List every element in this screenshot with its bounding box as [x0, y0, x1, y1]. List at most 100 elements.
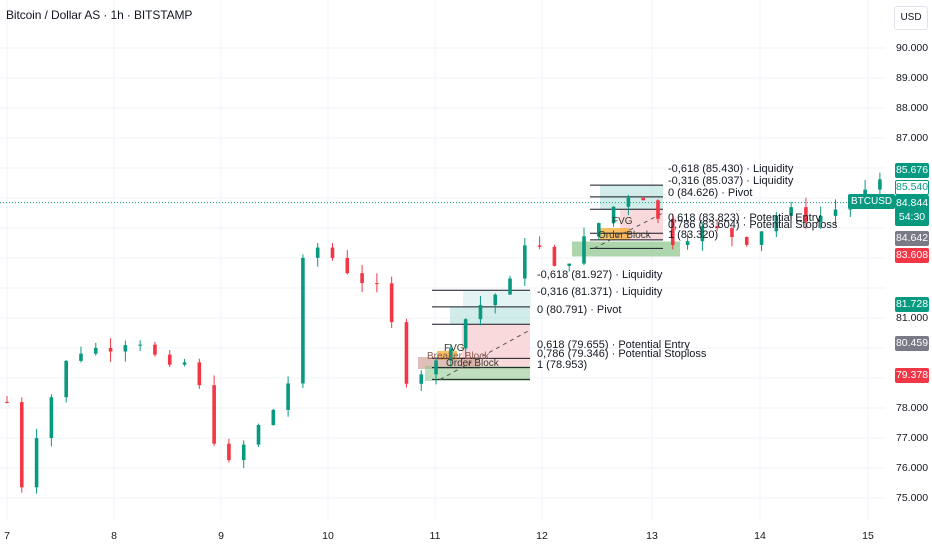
candle-body [552, 246, 557, 266]
candle-body [389, 283, 394, 323]
candle-body [49, 397, 54, 439]
candle-body [34, 438, 39, 488]
candle-body [315, 247, 320, 258]
order-block-zone-1 [425, 366, 530, 381]
y-tick: 88.000 [896, 102, 929, 114]
x-tick: 15 [862, 530, 874, 542]
candle-body [744, 237, 749, 245]
candle-body [419, 374, 424, 384]
fib-label-pivot-2: 0 (84.626) · Pivot [668, 187, 753, 199]
order-block-zone-2 [572, 241, 680, 257]
candle-body [715, 226, 719, 229]
fib-label-liquidity-3: -0,618 (85.430) · Liquidity [668, 163, 794, 175]
price-tag: 85.540 [895, 180, 929, 195]
y-tick: 81.000 [896, 312, 929, 324]
candle-body [79, 353, 83, 361]
candle-body [804, 207, 808, 222]
liquidity-zone-1 [450, 306, 530, 325]
fib-trend-1 [439, 329, 531, 380]
candle-body [818, 215, 823, 222]
candle-body [759, 231, 764, 245]
candle-body [685, 241, 690, 245]
candle-body [153, 344, 157, 355]
candle-body [271, 409, 276, 426]
fib-label-liquidity-2: -0,316 (81.371) · Liquidity [537, 286, 663, 298]
candle-body [597, 223, 601, 237]
price-tag: 79.378 [895, 368, 929, 383]
y-tick: 76.000 [896, 462, 929, 474]
chart-title: Bitcoin / Dollar AS · 1h · BITSTAMP [6, 8, 193, 22]
fib-label-1: 1 (78.953) [537, 359, 588, 371]
fvg-zone-2 [600, 228, 630, 240]
y-tick: 78.000 [896, 402, 929, 414]
fib-label-stoploss: 0,786 (79.346) · Potential Stoploss [537, 348, 707, 360]
candle-body [670, 218, 675, 245]
y-tick: 77.000 [896, 432, 929, 444]
breaker-block-label: Breaker Block [427, 351, 490, 362]
candle-body [463, 319, 468, 349]
fib-label-entry-2: 0,618 (83.823) · Potential Entry [668, 212, 821, 224]
fvg-label-2: FVG [612, 216, 633, 227]
fvg-zone-1 [437, 351, 457, 360]
order-block-label-2: Order Block [598, 230, 651, 241]
candle-body [93, 347, 98, 354]
fib-trend-2 [593, 212, 664, 249]
candle-body [774, 215, 779, 232]
candle-body [434, 360, 438, 375]
price-tag: 80.459 [895, 336, 929, 351]
candle-body [523, 245, 527, 279]
candle-body [493, 294, 498, 306]
fib-label-entry: 0,618 (79.655) · Potential Entry [537, 339, 690, 351]
price-tag: 83.608 [895, 248, 929, 263]
candle-body [537, 245, 542, 247]
candle-body [108, 347, 113, 352]
candle-body [375, 283, 379, 285]
candle-body [404, 322, 409, 384]
order-block-label-1: Order Block [446, 358, 499, 369]
candle-body [197, 362, 202, 386]
x-tick: 7 [4, 530, 10, 542]
symbol-tag: BTCUSD [848, 194, 896, 209]
candle-body [626, 197, 631, 207]
candle-body [241, 444, 246, 461]
price-tag: 85.676 [895, 163, 929, 178]
candle-body [256, 425, 261, 445]
fib-label-pivot: 0 (80.791) · Pivot [537, 304, 622, 316]
price-tag: 84.844 54:30 [895, 195, 929, 226]
candle-body [123, 345, 128, 352]
x-tick: 9 [218, 530, 224, 542]
candle-body [330, 247, 335, 258]
candle-body [656, 200, 660, 219]
candle-body [449, 348, 453, 361]
y-tick: 87.000 [896, 132, 929, 144]
candle-body [212, 385, 216, 444]
candle-body [567, 263, 572, 266]
candle-body [64, 360, 68, 398]
currency-button[interactable]: USD [894, 6, 928, 30]
fib-label-1-2: 1 (83.320) [668, 229, 719, 241]
price-tag: 84.642 [895, 231, 929, 246]
y-tick: 89.000 [896, 72, 929, 84]
candle-body [730, 228, 734, 238]
fib-label-liquidity-4: -0,316 (85.037) · Liquidity [668, 175, 794, 187]
candle-body [19, 402, 24, 488]
candle-body [508, 278, 512, 295]
x-tick: 10 [322, 530, 334, 542]
candle-body [478, 305, 483, 320]
fib-label-liquidity-1: -0,618 (81.927) · Liquidity [537, 269, 663, 281]
candle-body [582, 236, 586, 264]
x-tick: 13 [646, 530, 658, 542]
candle-body [878, 179, 882, 190]
candle-body [360, 273, 364, 284]
x-tick: 14 [754, 530, 766, 542]
x-tick: 8 [111, 530, 117, 542]
candle-body [301, 257, 305, 384]
candle-body [227, 443, 231, 461]
y-tick: 75.000 [896, 492, 929, 504]
candle-body [611, 206, 616, 224]
candle-body [286, 383, 290, 410]
candle-body [641, 197, 645, 201]
x-tick: 11 [429, 530, 441, 542]
